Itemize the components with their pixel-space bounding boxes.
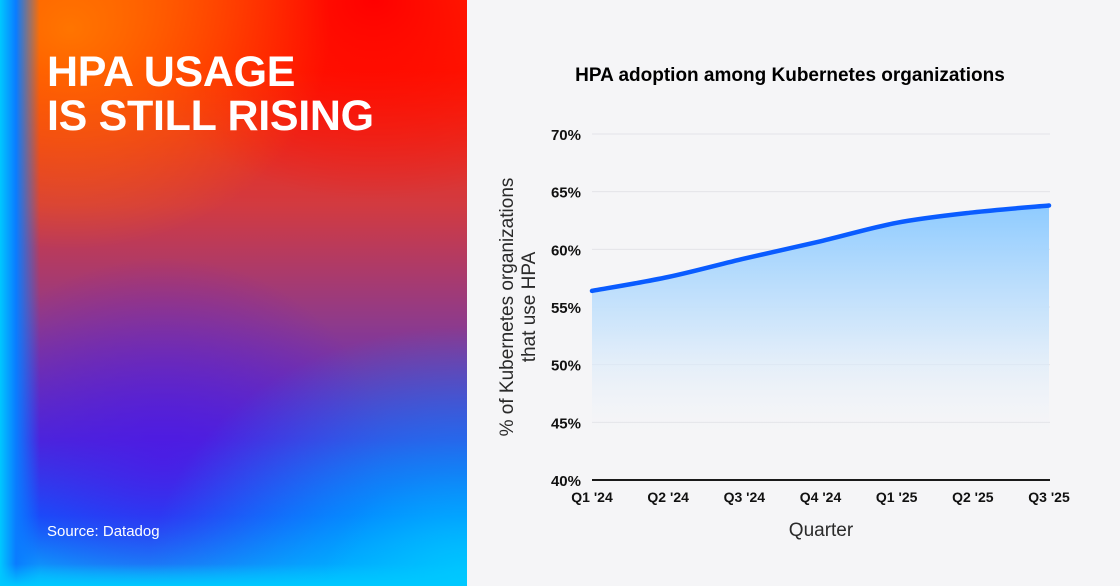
y-tick-label: 60% [551, 242, 581, 259]
gradient-edge [0, 0, 40, 586]
area-fill [592, 205, 1049, 434]
chart-title: HPA adoption among Kubernetes organizati… [575, 65, 1005, 86]
headline-line-1: HPA USAGE [47, 48, 296, 96]
gradient-edge [0, 564, 467, 586]
headline: HPA USAGE IS STILL RISING [47, 50, 374, 138]
x-tick-label: Q2 '25 [952, 489, 994, 505]
x-tick-label: Q2 '24 [647, 489, 689, 505]
gradient-layer [0, 0, 467, 586]
y-tick-label: 65% [551, 185, 581, 202]
y-tick-label: 40% [551, 473, 581, 490]
y-tick-label: 70% [551, 127, 581, 144]
x-tick-label: Q1 '25 [876, 489, 918, 505]
y-tick-label: 45% [551, 415, 581, 432]
x-tick-label: Q1 '24 [571, 489, 613, 505]
headline-line-2: IS STILL RISING [47, 92, 374, 140]
x-axis-label: Quarter [788, 520, 854, 541]
data-line [589, 203, 1052, 294]
y-tick-label: 55% [551, 300, 581, 317]
y-tick-label: 50% [551, 358, 581, 375]
area-chart: 40% 45% 50% 55% 60% 65% 70% Q1 '24 Q2 '24 Q3 '24… [551, 127, 1070, 505]
x-tick-label: Q3 '24 [724, 489, 766, 505]
x-tick-label: Q4 '24 [800, 489, 842, 505]
y-axis-ticks: 40% 45% 50% 55% 60% 65% 70% [551, 127, 581, 490]
x-tick-label: Q3 '25 [1028, 489, 1070, 505]
x-axis-ticks: Q1 '24 Q2 '24 Q3 '24 Q4 '24 Q1 '25 Q2 '25 Q3 '… [571, 489, 1070, 505]
hero-panel: HPA USAGE IS STILL RISING Source: Datado… [0, 0, 467, 586]
source-note: Source: Datadog [47, 523, 160, 540]
